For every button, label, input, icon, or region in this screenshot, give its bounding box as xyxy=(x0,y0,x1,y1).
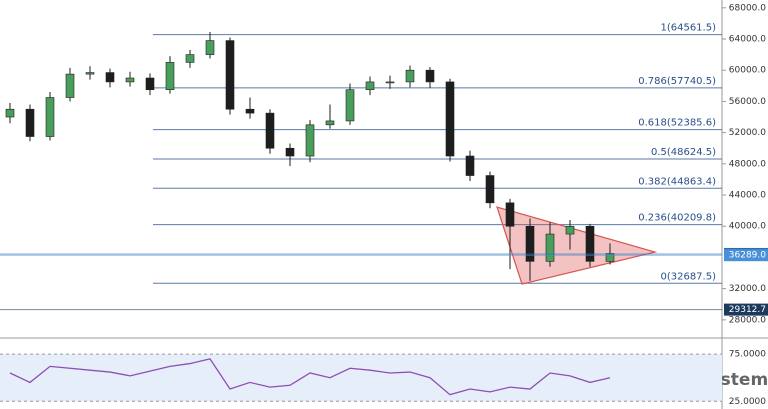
price-tag-bg xyxy=(724,249,768,262)
y-tick-label: 48000.0 xyxy=(729,159,766,169)
fib-label: 0(32687.5) xyxy=(660,271,716,282)
y-tick-label: 68000.0 xyxy=(729,3,766,13)
y-tick-label: 44000.0 xyxy=(729,191,766,201)
price-tag: 36289.0 xyxy=(729,251,766,261)
y-tick-label: 64000.0 xyxy=(729,35,766,45)
price-tag-bg xyxy=(724,303,768,316)
candle-body xyxy=(365,81,375,91)
candle-body xyxy=(345,89,355,122)
candle-body xyxy=(105,72,115,83)
fib-label: 0.786(57740.5) xyxy=(638,76,716,87)
candle-body xyxy=(265,112,275,149)
candle-body xyxy=(405,69,415,83)
y-tick-label: 32000.0 xyxy=(729,284,766,294)
band xyxy=(0,354,722,402)
rsi-line xyxy=(9,358,611,396)
candle-body xyxy=(445,81,455,157)
candle-body xyxy=(45,97,55,137)
y-tick-label: 56000.0 xyxy=(729,97,766,107)
y-tick-label: 60000.0 xyxy=(729,66,766,76)
candle-body xyxy=(65,73,75,98)
y-tick-label: 52000.0 xyxy=(729,128,766,138)
fib-label: 0.382(44863.4) xyxy=(638,176,716,187)
candle-body xyxy=(385,81,395,84)
candle-body xyxy=(85,72,95,75)
fib-label: 1(64561.5) xyxy=(660,23,716,34)
candle-body xyxy=(325,120,335,126)
candle-body xyxy=(5,108,15,118)
candle-body xyxy=(565,225,575,235)
candle-body xyxy=(425,69,435,83)
price-tag: 29312.7 xyxy=(729,305,766,315)
candle-body xyxy=(465,155,475,176)
candle-body xyxy=(225,40,235,110)
candle-body xyxy=(525,225,535,262)
candle-body xyxy=(185,54,195,63)
candle-body xyxy=(305,124,315,157)
candle-body xyxy=(485,175,495,204)
candle-body xyxy=(165,62,175,91)
candle-body xyxy=(25,108,35,137)
candle-body xyxy=(145,77,155,91)
triangle-pattern xyxy=(496,206,658,285)
candle-body xyxy=(245,108,255,114)
candle-body xyxy=(505,202,515,227)
y-tick-label: 75.0000 xyxy=(729,350,766,360)
candle-body xyxy=(545,233,555,262)
fib-label: 0.5(48624.5) xyxy=(651,147,716,158)
candle-body xyxy=(125,77,135,83)
y-tick-label: 40000.0 xyxy=(729,222,766,232)
fib-label: 0.618(52385.6) xyxy=(638,118,716,129)
candle-body xyxy=(285,147,295,157)
fib-label: 0.236(40209.8) xyxy=(638,213,716,224)
candle-body xyxy=(205,40,215,55)
y-tick-label: 25.0000 xyxy=(729,397,766,407)
y-tick-label: 28000.0 xyxy=(729,315,766,325)
candle-body xyxy=(585,225,595,262)
